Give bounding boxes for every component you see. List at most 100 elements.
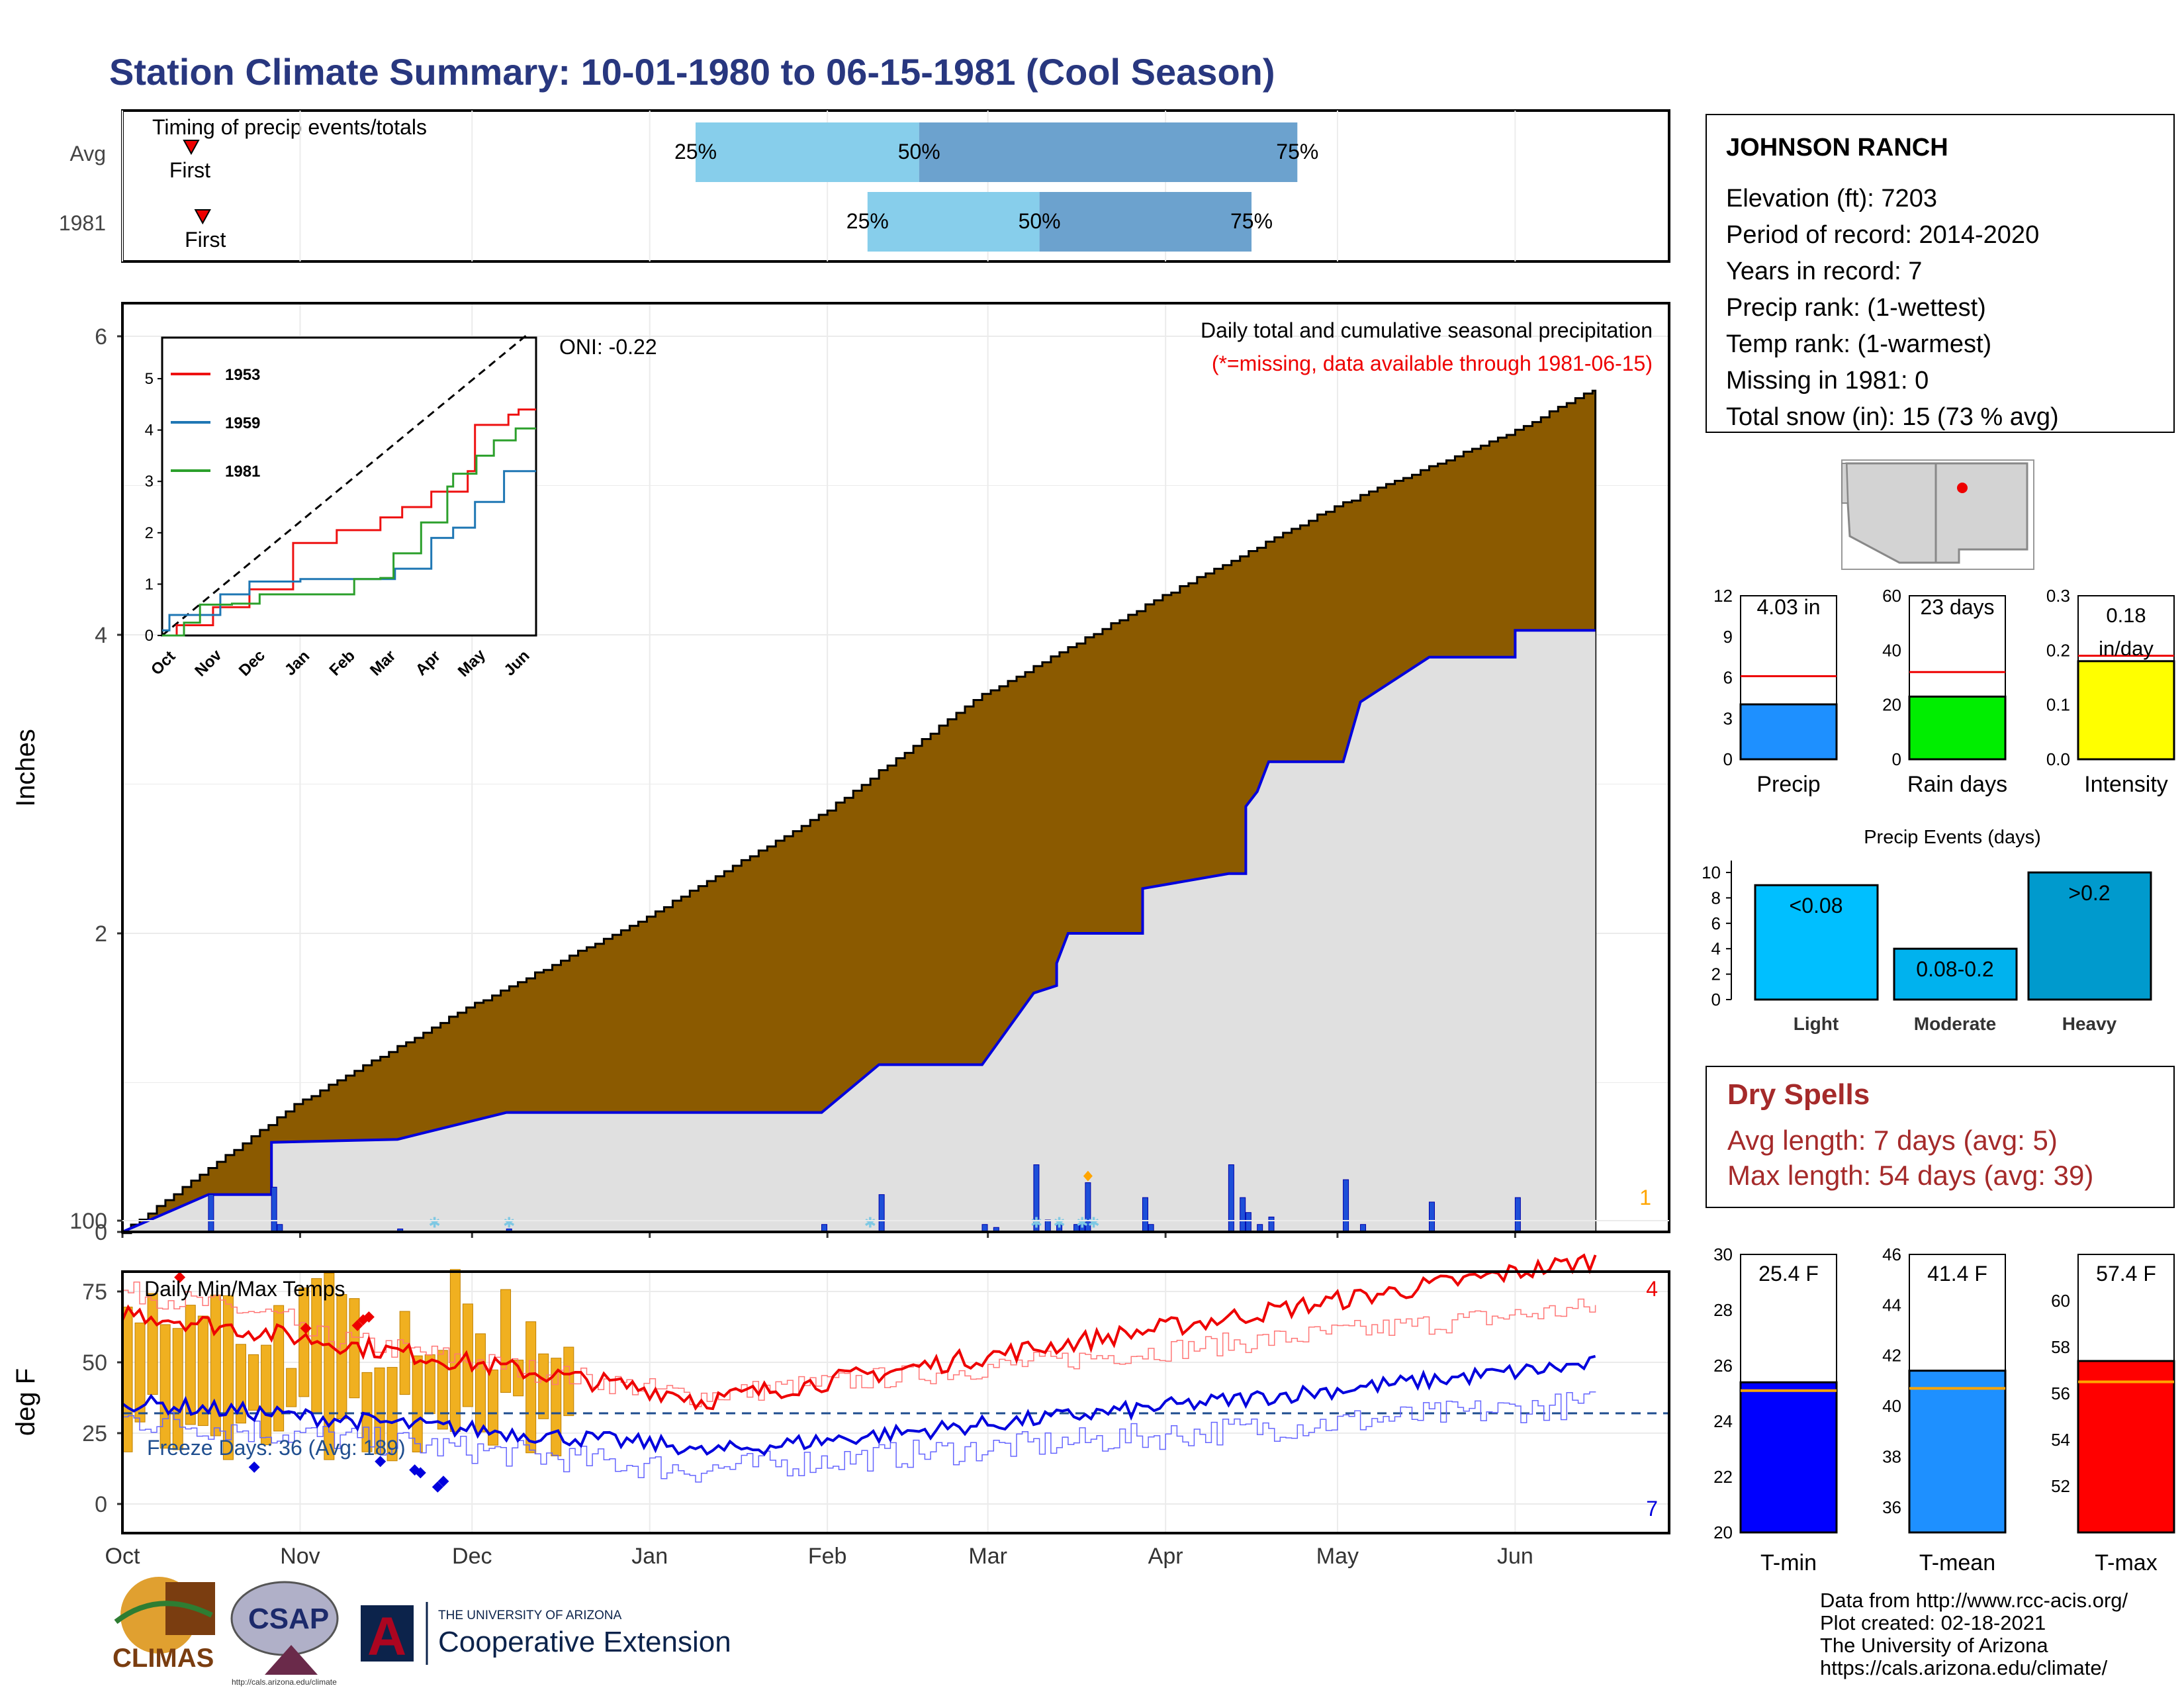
month-label-feb: Feb [808,1544,847,1569]
station-precip-rank: Precip rank: (1-wettest) [1726,294,1986,322]
mini-precip-label: Precip [1756,772,1820,797]
timing-avg-first-label: First [169,158,210,182]
events-label-light: Light [1794,1013,1839,1034]
temp-anomaly-bar [286,1368,297,1407]
station-location-marker [1957,483,1968,493]
month-label-jun: Jun [1497,1544,1533,1569]
inset-line-1953 [162,408,536,637]
station-info: JOHNSON RANCH Elevation (ft): 7203 Perio… [1706,114,2175,433]
events-ytick-0: 0 [1711,990,1721,1009]
inset-ytick-2: 2 [145,524,154,542]
mini-precip-ytick: 12 [1713,586,1733,606]
missing-note: (*=missing, data available through 1981-… [1212,352,1653,375]
temp-anomaly-bar [248,1354,259,1411]
precip-ytick-6: 6 [95,324,107,350]
inset-ytick-4: 4 [145,422,154,440]
temp-summary-t-max-ytick: 60 [2051,1291,2070,1311]
csap-logo-mountain [265,1645,318,1675]
mini-precip-bar [1739,703,1838,761]
inset-frame [161,336,537,637]
mini-intensity-label: Intensity [2084,772,2168,797]
temp-anomaly-bar [172,1328,183,1450]
precip-frame-border [121,302,1670,1233]
temp-summary-t-min-ytick: 22 [1713,1467,1733,1487]
month-label-mar: Mar [968,1544,1007,1569]
temp-summary-t-mean-ytick: 36 [1882,1497,1901,1517]
temp-summary-t-max-value: 57.4 F [2096,1262,2156,1286]
temp-summary-t-min-ytick: 26 [1713,1356,1733,1376]
events-bar-text-heavy: >0.2 [2068,881,2110,905]
page-title: Station Climate Summary: 10-01-1980 to 0… [109,51,1275,93]
csap-logo-text: CSAP [248,1603,329,1635]
events-label-heavy: Heavy [2062,1013,2117,1034]
mini-rain-days-ytick: 40 [1882,640,1901,660]
mini-intensity-value-unit: in/day [2099,637,2154,660]
daily-precip-bar [1228,1164,1234,1233]
timing-avg-bar-25-50 [696,122,919,182]
station-years: Years in record: 7 [1726,258,1922,285]
month-label-apr: Apr [1148,1544,1183,1569]
tmax-1981-line [121,1253,1597,1411]
mini-precip-value: 4.03 in [1756,595,1820,619]
events-ytick-10: 10 [1702,863,1721,882]
timing-avg-label-25: 25% [674,140,717,164]
mini-rain-days-label: Rain days [1907,772,2007,797]
temp-anomaly-bar [261,1344,272,1446]
daily-precip-bar [1428,1201,1435,1233]
temp-summary-t-min-bar [1739,1381,1838,1534]
map-state-newmexico [1934,462,2028,564]
events-bar-heavy [2027,871,2152,1001]
dry-spells-max: Max length: 54 days (avg: 39) [1727,1160,2093,1191]
timing-avg-bar-50-75 [919,122,1298,182]
events-bar-text-light: <0.08 [1790,894,1843,917]
precip-panel-title: Daily total and cumulative seasonal prec… [1201,318,1653,342]
daily-precip-bar [271,1186,277,1233]
temp-anomaly-bar [525,1321,537,1454]
temps-ytick-100: 100 [69,1209,107,1234]
events-ytick-4: 4 [1711,939,1721,959]
temp-anomaly-bar [538,1353,549,1419]
inset-line-1981 [162,427,536,637]
mini-precip-ytick: 6 [1723,668,1733,688]
month-label-may: May [1316,1544,1359,1569]
mini-rain-days-ytick: 0 [1892,749,1901,769]
temp-anomaly-bar [500,1289,512,1393]
count-min: 7 [1646,1497,1658,1521]
temp-anomaly-bar [273,1305,285,1432]
temp-summary-t-mean-ytick: 44 [1882,1295,1901,1315]
inset-legend-label-1981: 1981 [225,463,260,481]
mini-intensity-value: 0.18 [2106,604,2146,627]
timing-title: Timing of precip events/totals [152,115,427,139]
daily-precip-bar [1343,1179,1349,1233]
map-state-edge [1841,463,1849,504]
freeze-days: Freeze Days: 36 (Avg: 189) [147,1436,406,1460]
mini-intensity-bar [2077,660,2175,761]
missing-marker [1083,1170,1093,1182]
snow-marker: ✱ [1076,1214,1088,1231]
month-label-dec: Dec [452,1544,492,1569]
dry-spells-title: Dry Spells [1727,1078,1870,1111]
temp-summary-t-min-ytick: 28 [1713,1300,1733,1320]
record-max-marker [363,1311,375,1323]
ua-logo-big: Cooperative Extension [438,1626,731,1658]
daily-precip-bar [1245,1212,1251,1233]
station-elevation: Elevation (ft): 7203 [1726,185,1937,212]
mini-rain-days-ytick: 60 [1882,586,1901,606]
station-period: Period of record: 2014-2020 [1726,221,2039,249]
temp-anomaly-bar [563,1346,574,1417]
temp-summary-t-mean-ytick: 42 [1882,1346,1901,1366]
inset-line-1959 [161,470,536,632]
footer-line-2: Plot created: 02-18-2021 [1820,1611,2046,1634]
mini-intensity-ytick: 0.3 [2046,586,2070,606]
ua-logo: A THE UNIVERSITY OF ARIZONA Cooperative … [361,1602,731,1667]
daily-precip-bar [1514,1197,1521,1233]
record-min-marker [414,1467,426,1479]
temps-ytick-75: 75 [82,1280,107,1305]
temp-anomaly-bar [475,1333,486,1432]
missing-count: 1 [1639,1186,1651,1209]
timing-row-label-avg: Avg [69,142,106,165]
station-missing: Missing in 1981: 0 [1726,367,1929,395]
record-min-marker [432,1481,443,1493]
